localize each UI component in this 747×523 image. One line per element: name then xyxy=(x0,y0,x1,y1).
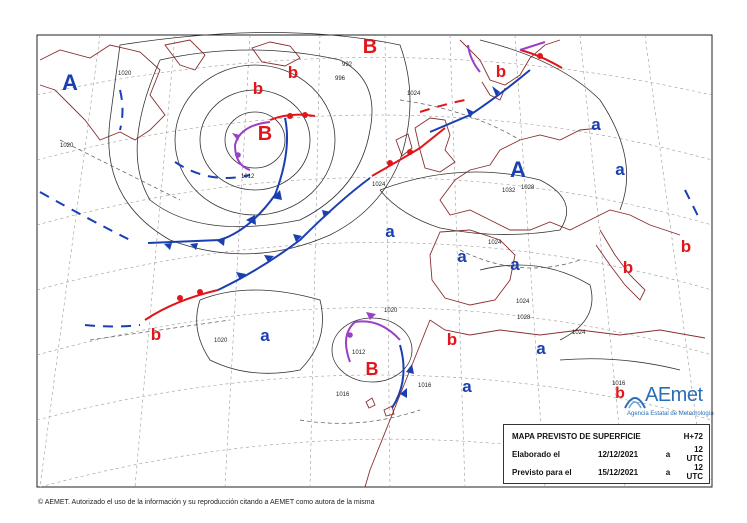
isobar-value-label: 1028 xyxy=(521,185,535,191)
isobar-value-label: 1024 xyxy=(407,91,421,97)
low-pressure-label: B xyxy=(258,123,272,145)
low-pressure-label: b xyxy=(496,62,506,81)
graticule xyxy=(36,34,713,488)
elaborated-sep: a xyxy=(665,449,671,459)
isobar-value-label: 1024 xyxy=(488,240,502,246)
high-pressure-label: A xyxy=(510,157,526,182)
high-pressure-label: a xyxy=(615,160,625,179)
isobars-dashed xyxy=(59,99,581,424)
pressure-centers: A B B A Bb b b b b b b b a a a a a a a a xyxy=(62,36,691,402)
forecast-legend: MAPA PREVISTO DE SUPERFICIE H+72 Elabora… xyxy=(503,424,710,484)
high-pressure-label: a xyxy=(510,255,520,274)
high-pressure-label: a xyxy=(260,326,270,345)
legend-horizon: H+72 xyxy=(683,431,703,441)
high-pressure-label: a xyxy=(457,247,467,266)
aemet-wordmark: AEmet xyxy=(645,384,703,406)
low-pressure-label: b xyxy=(151,325,161,344)
elaborated-date: 12/12/2021 xyxy=(598,449,639,459)
isobar-value-label: 1024 xyxy=(572,330,586,336)
low-pressure-label: b xyxy=(681,237,691,256)
high-pressure-label: a xyxy=(462,377,472,396)
valid-time: 12 UTC xyxy=(686,463,703,481)
map-frame xyxy=(36,34,713,488)
low-pressure-label: b xyxy=(623,258,633,277)
low-pressure-label: b xyxy=(447,330,457,349)
copyright-footer: © AEMET. Autorizado el uso de la informa… xyxy=(38,499,375,506)
high-pressure-label: a xyxy=(385,222,395,241)
legend-title-row: MAPA PREVISTO DE SUPERFICIE H+72 xyxy=(512,429,703,443)
isobar-value-label: 1020 xyxy=(118,71,132,77)
isobar-labels: 1020 992 996 1012 1024 1020 1032 1024 1028 1024 10… xyxy=(60,62,626,398)
isobar-value-label: 1016 xyxy=(612,381,626,387)
low-pressure-label: b xyxy=(288,63,298,82)
valid-date: 15/12/2021 xyxy=(598,467,639,477)
low-pressure-label: B xyxy=(363,36,377,58)
stationary-fronts xyxy=(39,89,701,328)
high-pressure-label: a xyxy=(591,115,601,134)
isobar-value-label: 996 xyxy=(335,76,346,82)
isobar-value-label: 1020 xyxy=(384,308,398,314)
legend-valid-row: Previsto para el 15/12/2021 a 12 UTC xyxy=(512,463,703,481)
occluded-fronts xyxy=(233,41,546,363)
warm-front-symbols xyxy=(177,53,543,301)
isobar-value-label: 1016 xyxy=(336,392,350,398)
legend-elaborated-row: Elaborado el 12/12/2021 a 12 UTC xyxy=(512,445,703,463)
isobar-value-label: 1020 xyxy=(214,338,228,344)
elaborated-label: Elaborado el xyxy=(512,449,561,459)
aemet-logo: AEmet Agencia Estatal de Meteorología xyxy=(623,384,714,424)
isobar-value-label: 992 xyxy=(342,62,353,68)
isobar-value-label: 1024 xyxy=(372,182,386,188)
isobar-value-label: 1012 xyxy=(352,350,366,356)
legend-title: MAPA PREVISTO DE SUPERFICIE xyxy=(512,431,641,441)
low-pressure-label: b xyxy=(615,385,625,402)
low-pressure-label: B xyxy=(366,359,379,379)
isobar-value-label: 1016 xyxy=(418,383,432,389)
isobar-value-label: 1024 xyxy=(516,299,530,305)
isobars xyxy=(108,32,681,383)
isobar-value-label: 1020 xyxy=(60,143,74,149)
aemet-logo-icon xyxy=(624,397,646,409)
valid-sep: a xyxy=(665,467,671,477)
cold-front-symbols xyxy=(164,86,500,398)
elaborated-time: 12 UTC xyxy=(686,445,703,463)
isobar-value-label: 1028 xyxy=(517,315,531,321)
isobar-value-label: 1032 xyxy=(502,188,516,194)
aemet-subtitle: Agencia Estatal de Meteorología xyxy=(627,411,714,417)
low-pressure-label: b xyxy=(253,79,263,98)
high-pressure-label: A xyxy=(62,70,78,95)
isobar-value-label: 1012 xyxy=(241,174,255,180)
occluded-front-symbols xyxy=(232,133,376,338)
high-pressure-label: a xyxy=(536,339,546,358)
valid-label: Previsto para el xyxy=(512,467,572,477)
